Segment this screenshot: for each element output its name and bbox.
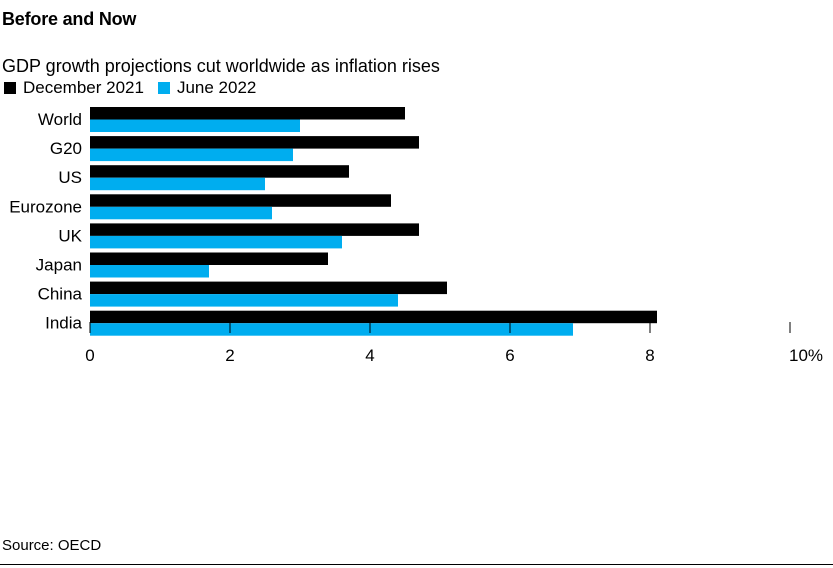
x-axis-tick-label: 2 <box>225 346 234 365</box>
category-label: UK <box>58 226 82 245</box>
x-axis-tick-label: 8 <box>645 346 654 365</box>
legend-swatch-series-1 <box>4 82 16 94</box>
bar-series-2 <box>90 323 573 336</box>
bar-series-1 <box>90 107 405 120</box>
bar-series-2 <box>90 177 265 191</box>
bar-series-2 <box>90 148 293 162</box>
bar-series-1 <box>90 165 349 178</box>
chart-subtitle: GDP growth projections cut worldwide as … <box>2 56 440 76</box>
chart-title: Before and Now <box>2 9 137 29</box>
legend-item-series-2: June 2022 <box>157 78 257 98</box>
category-label: G20 <box>50 139 82 158</box>
bar-series-2 <box>90 294 398 307</box>
x-axis-tick-label: 6 <box>505 346 514 365</box>
bottom-divider <box>0 564 833 565</box>
bar-series-1 <box>90 281 447 295</box>
category-label: Japan <box>36 256 82 275</box>
legend: December 2021 June 2022 <box>4 78 270 98</box>
bar-series-1 <box>90 310 657 324</box>
legend-swatch-series-2 <box>157 82 170 94</box>
source-note: Source: OECD <box>2 537 102 554</box>
category-label: World <box>38 110 82 129</box>
x-axis-tick-label: 4 <box>365 346 374 365</box>
bar-series-1 <box>90 223 419 236</box>
bar-series-2 <box>90 265 209 278</box>
category-label: Eurozone <box>9 197 82 216</box>
bar-series-1 <box>90 194 391 207</box>
category-label: India <box>45 314 82 333</box>
legend-item-series-1: December 2021 <box>4 78 144 98</box>
bar-series-1 <box>90 252 328 265</box>
legend-label-series-2: June 2022 <box>176 78 257 97</box>
x-axis-tick-label: 10% <box>789 346 823 365</box>
bar-series-2 <box>90 119 300 132</box>
bar-series-1 <box>90 136 419 149</box>
x-axis-tick-label: 0 <box>85 346 94 365</box>
category-label: China <box>38 285 83 304</box>
bar-series-2 <box>90 235 342 249</box>
category-label: US <box>58 168 82 187</box>
legend-label-series-1: December 2021 <box>23 78 144 97</box>
bar-series-2 <box>90 206 272 220</box>
